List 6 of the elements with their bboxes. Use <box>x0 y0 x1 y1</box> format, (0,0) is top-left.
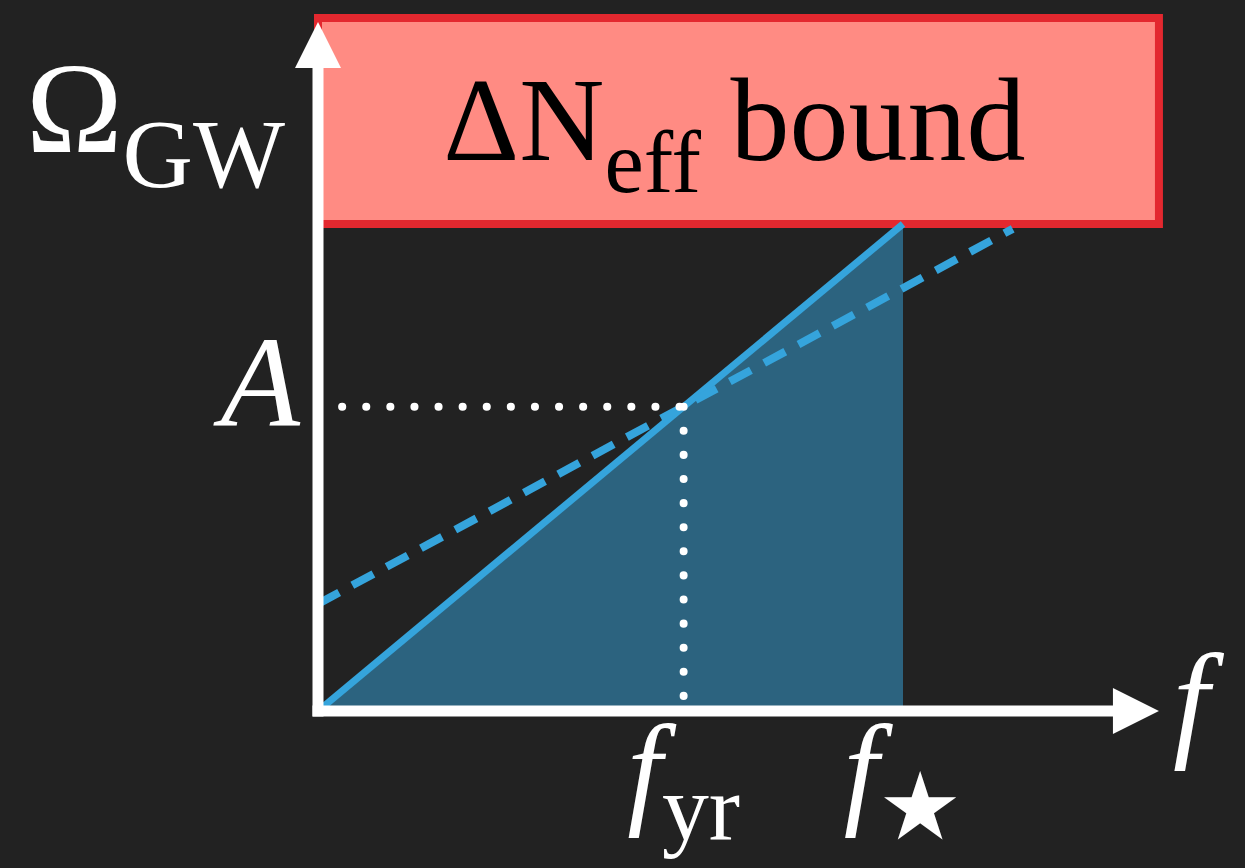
x-axis-title: f <box>1172 627 1225 771</box>
ref-line-label: A <box>212 309 301 454</box>
band-label: ΔN$_{eff}$ bound <box>443 54 1026 211</box>
y-axis-title: Ω$_{GW}$ <box>25 36 285 209</box>
x-tick-label: f$_{★}$ <box>843 700 963 859</box>
x-tick-label: f$_{yr}$ <box>627 700 741 859</box>
